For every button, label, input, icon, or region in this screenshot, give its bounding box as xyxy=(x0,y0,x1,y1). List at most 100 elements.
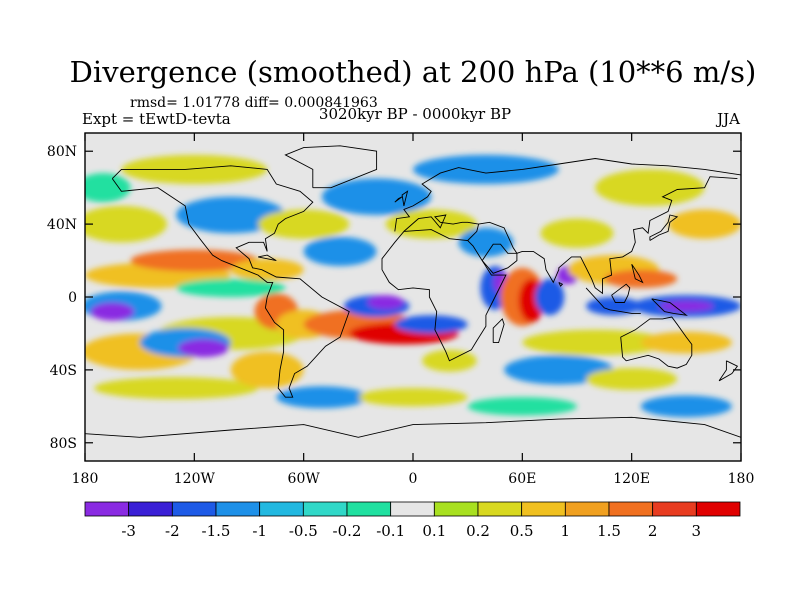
colorbar-box xyxy=(433,501,479,517)
coastline xyxy=(492,318,505,344)
divergence-cell xyxy=(413,154,559,185)
coastline xyxy=(478,176,738,295)
divergence-cell xyxy=(535,278,565,316)
colorbar-box xyxy=(302,501,348,517)
divergence-cell xyxy=(121,154,268,185)
divergence-cell xyxy=(176,196,286,234)
lat-tick-label: 80N xyxy=(47,144,77,160)
lon-tick-label: 180 xyxy=(728,471,755,487)
coastline xyxy=(718,360,739,382)
lon-tick-label: 60W xyxy=(288,471,321,487)
colorbar-label: 0.2 xyxy=(466,522,490,540)
period-label: 3020kyr BP - 0000kyr BP xyxy=(319,105,511,123)
colorbar-label: -2 xyxy=(165,522,180,540)
divergence-cell xyxy=(586,297,641,316)
coastline xyxy=(481,243,518,274)
divergence-cell xyxy=(230,351,304,389)
colorbar: -3 -2 -1.5 -1 -0.5 -0.2 -0.1 0.1 0.2 0.5 1 1.5 2 3 xyxy=(84,501,741,540)
colorbar-label: 1.5 xyxy=(597,522,621,540)
divergence-cell xyxy=(367,295,404,310)
divergence-cell xyxy=(586,368,678,390)
divergence-cell xyxy=(668,209,741,239)
colorbar-label: 3 xyxy=(692,522,702,540)
colorbar-label: -0.5 xyxy=(289,522,318,540)
divergence-cell xyxy=(276,386,368,409)
colorbar-label: -3 xyxy=(121,522,136,540)
colorbar-box xyxy=(477,501,523,517)
colorbar-label: -0.2 xyxy=(333,522,362,540)
coastline xyxy=(394,158,741,232)
coastline xyxy=(284,145,378,189)
coastline xyxy=(401,190,409,207)
lat-tick-label: 40N xyxy=(47,217,77,233)
divergence-cell xyxy=(176,278,286,297)
season-label: JJA xyxy=(715,110,740,128)
coastline xyxy=(258,254,277,262)
colorbar-label: 2 xyxy=(648,522,658,540)
stats-line: rmsd= 1.01778 diff= 0.000841963 xyxy=(130,95,378,111)
divergence-cell xyxy=(458,227,514,257)
colorbar-box xyxy=(695,501,741,517)
coastline xyxy=(111,165,350,398)
figure-title: Divergence (smoothed) at 200 hPa (10**6 … xyxy=(70,55,757,89)
coastline xyxy=(620,316,693,369)
coastline xyxy=(651,298,688,316)
latitude-axis: 80N 40N 0 40S 80S xyxy=(47,144,741,452)
divergence-cell xyxy=(659,300,714,312)
colorbar-label: -1.5 xyxy=(202,522,231,540)
colorbar-box xyxy=(608,501,654,517)
coastline xyxy=(558,281,564,287)
divergence-cell xyxy=(303,236,377,267)
colorbar-box xyxy=(84,501,130,517)
divergence-cell xyxy=(394,315,468,334)
lon-tick-label: 180 xyxy=(72,471,99,487)
colorbar-label: -0.1 xyxy=(376,522,405,540)
colorbar-box xyxy=(346,501,392,517)
lon-tick-label: 0 xyxy=(409,471,418,487)
divergence-map xyxy=(85,133,741,461)
divergence-cell xyxy=(467,397,577,416)
colorbar-box xyxy=(564,501,610,517)
divergence-cell xyxy=(540,218,614,248)
longitude-axis: 180 120W 60W 0 60E 120E 180 xyxy=(72,133,755,487)
colorbar-label: -1 xyxy=(252,522,267,540)
coastline xyxy=(585,287,641,314)
coastline xyxy=(394,196,403,203)
divergence-cell xyxy=(504,355,614,385)
divergence-cell xyxy=(90,302,135,321)
colorbar-label: 1 xyxy=(561,522,571,540)
colorbar-box xyxy=(128,501,173,517)
colorbar-label: 0.5 xyxy=(510,522,534,540)
divergence-cell xyxy=(230,258,304,281)
coastlines xyxy=(85,145,741,438)
colorbar-box xyxy=(171,501,217,517)
divergence-cell xyxy=(130,249,259,272)
divergence-field xyxy=(85,154,741,418)
coastline xyxy=(649,214,679,241)
divergence-cell xyxy=(595,169,705,206)
lon-tick-label: 120E xyxy=(613,471,650,487)
lon-tick-label: 120W xyxy=(174,471,216,487)
colorbar-box xyxy=(259,501,304,517)
divergence-cell xyxy=(358,388,468,407)
colorbar-box xyxy=(215,501,261,517)
divergence-cell xyxy=(640,331,732,354)
lat-tick-label: 80S xyxy=(50,436,77,452)
lat-tick-label: 40S xyxy=(50,363,77,379)
divergence-cell xyxy=(640,395,732,418)
colorbar-box xyxy=(652,501,697,517)
coastline xyxy=(631,263,644,284)
divergence-cell xyxy=(177,338,229,358)
divergence-cell xyxy=(258,209,350,239)
lat-tick-label: 0 xyxy=(68,290,77,306)
coastline xyxy=(85,416,741,438)
colorbar-box xyxy=(521,501,566,517)
colorbar-label: 0.1 xyxy=(422,522,446,540)
experiment-label: Expt = tEwtD-tevta xyxy=(82,110,231,128)
divergence-cell xyxy=(522,329,669,356)
divergence-cell xyxy=(85,173,131,203)
divergence-cell xyxy=(321,178,432,215)
divergence-cell xyxy=(85,205,167,243)
